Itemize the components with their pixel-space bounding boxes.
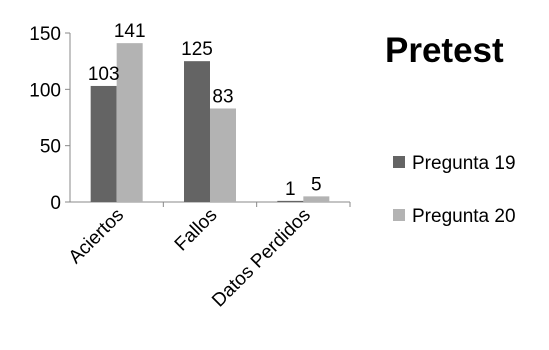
data-label: 1: [285, 179, 296, 200]
legend: Pregunta 19 Pregunta 20: [393, 153, 516, 227]
bar: [117, 43, 143, 202]
data-label: 103: [88, 64, 120, 85]
legend-label: Pregunta 19: [412, 153, 516, 174]
y-ticks: 0 50 100 150: [29, 24, 70, 214]
category-label: Datos Perdidos: [208, 205, 315, 312]
legend-label: Pregunta 20: [412, 206, 516, 227]
bar: [184, 61, 210, 202]
category-label: Fallos: [171, 205, 222, 256]
y-tick-label: 150: [29, 24, 61, 45]
y-tick-label: 0: [50, 193, 61, 214]
data-label: 125: [181, 39, 213, 60]
bar: [210, 108, 236, 202]
chart-title: Pretest: [385, 31, 504, 70]
legend-swatch: [393, 209, 405, 221]
data-label: 5: [311, 174, 322, 195]
legend-swatch: [393, 156, 405, 168]
bar: [277, 201, 303, 202]
data-label: 141: [114, 21, 146, 42]
bar: [91, 86, 117, 202]
bar: [303, 196, 329, 202]
y-tick-label: 100: [29, 80, 61, 101]
category-label: Aciertos: [65, 205, 128, 268]
y-tick-label: 50: [40, 137, 61, 158]
data-label: 83: [212, 86, 233, 107]
